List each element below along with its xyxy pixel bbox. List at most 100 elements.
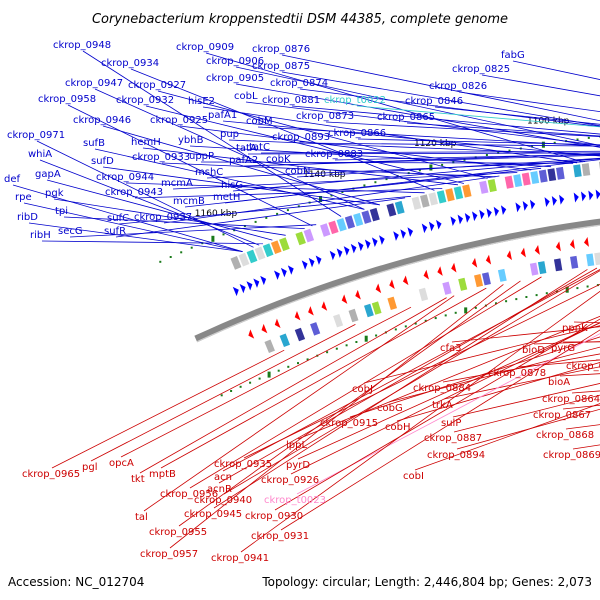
reverse-gene-arrow: [520, 247, 526, 258]
outer-tick-mark: [222, 233, 225, 236]
forward-leader-line: [163, 175, 500, 224]
inner-tick-mark: [495, 302, 497, 305]
reverse-gene-label: ckrop_t0023: [264, 495, 326, 506]
gc-block-reverse: [529, 262, 539, 276]
gc-block-forward: [361, 210, 372, 224]
forward-gene-arrow: [232, 286, 239, 297]
forward-gene-label: ckrop_0825: [452, 64, 510, 75]
forward-gene-label: ckrop_0925: [150, 115, 208, 126]
gc-block-reverse: [458, 277, 468, 291]
inner-tick-mark: [258, 377, 261, 380]
forward-gene-arrow: [479, 209, 485, 220]
forward-gene-arrow: [500, 205, 507, 216]
reverse-leader-line: [213, 269, 588, 509]
inner-tick-mark: [545, 292, 548, 295]
outer-tick-mark: [587, 136, 590, 139]
forward-leader-line: [228, 139, 600, 156]
forward-gene-arrow: [371, 237, 378, 247]
forward-gene-label: ckrop_0876: [252, 44, 310, 55]
forward-gene-label: ckrop_0893: [272, 132, 330, 143]
outer-tick-mark: [418, 169, 421, 172]
inner-tick-mark: [414, 322, 417, 325]
forward-gene-label: rpe: [15, 192, 32, 203]
forward-gene-label: cobM: [246, 116, 273, 127]
forward-leader-line: [334, 153, 600, 161]
reverse-leader-line: [452, 382, 600, 418]
outer-tick-mark: [541, 141, 545, 148]
forward-gene-label: ckrop_0933: [132, 152, 190, 163]
forward-gene-label: ckrop_0971: [7, 130, 65, 141]
reverse-gene-label: ckrop_0868: [536, 430, 594, 441]
reverse-gene-arrow: [375, 283, 382, 294]
reverse-gene-arrow: [389, 279, 395, 290]
gc-block-forward: [445, 188, 455, 202]
reverse-gene-label: ckrop_0869: [543, 450, 600, 461]
forward-gene-arrow: [357, 241, 364, 252]
forward-leader-line: [205, 52, 584, 163]
reverse-gene-label: lppL: [286, 440, 307, 451]
reverse-leader-line: [296, 333, 600, 495]
gc-block-reverse: [570, 255, 579, 269]
reverse-leader-line: [396, 362, 600, 422]
kbp-tick-label: 1160 kbp: [195, 209, 238, 219]
forward-gene-label: mcmA: [161, 178, 193, 189]
forward-leader-line: [458, 91, 600, 113]
forward-gene-label: ckrop_0944: [96, 172, 154, 183]
gc-block-forward: [262, 243, 274, 258]
forward-gene-label: ckrop_0937: [134, 212, 192, 223]
forward-leader-line: [69, 224, 317, 238]
forward-leader-line: [23, 202, 243, 252]
reverse-gene-arrow: [355, 289, 361, 300]
forward-gene-label: ckrop_0946: [73, 115, 131, 126]
forward-leader-line: [296, 157, 600, 178]
gc-block-forward: [270, 240, 282, 255]
inner-tick-mark: [345, 344, 348, 347]
gc-block-reverse: [497, 268, 507, 282]
reverse-gene-arrow: [451, 262, 457, 273]
reverse-gene-label: ckrop_0915: [320, 418, 378, 429]
forward-leader-line: [206, 161, 586, 179]
forward-gene-label: tatA: [236, 143, 257, 154]
kbp-tick-label: 1100 kbp: [527, 117, 570, 127]
reverse-leader-line: [243, 283, 600, 459]
forward-gene-arrow: [253, 278, 260, 288]
reverse-gene-arrow: [437, 266, 443, 276]
forward-gene-arrow: [486, 208, 492, 219]
reverse-gene-label: tal: [135, 512, 148, 523]
reverse-leader-line: [90, 324, 356, 462]
inner-tick-mark: [464, 307, 468, 314]
forward-gene-arrow: [287, 265, 294, 275]
inner-tick-mark: [277, 369, 280, 372]
outer-tick-mark: [463, 158, 466, 161]
forward-gene-arrow: [280, 267, 287, 278]
gc-block-forward: [436, 190, 447, 204]
backbone-arc: [194, 218, 600, 343]
forward-gene-arrow: [595, 189, 600, 200]
gc-block-reverse: [387, 296, 398, 311]
inner-tick-mark: [335, 347, 338, 350]
forward-gene-label: sufC: [107, 213, 129, 224]
map-title: Corynebacterium kroppenstedtii DSM 44385…: [92, 12, 508, 27]
inner-tick-mark: [364, 335, 368, 342]
reverse-gene-label: ckrop_0930: [245, 511, 303, 522]
reverse-leader-line: [349, 336, 600, 418]
gc-block-forward: [538, 169, 548, 183]
reverse-gene-labels: ppnK pyrG bioD ckrop_0860 bioA cfa3 ckrop_0864…: [22, 323, 600, 564]
reverse-leader-line: [178, 280, 521, 527]
reverse-gene-label: ckrop_0894: [427, 450, 485, 461]
reverse-leader-line: [240, 290, 600, 553]
forward-leader-line: [157, 90, 488, 179]
forward-leader-line: [247, 152, 600, 155]
outer-tick-mark: [254, 220, 257, 223]
outer-tick-mark: [374, 181, 377, 184]
forward-gene-label: ckrop_0958: [38, 94, 96, 105]
gc-block-reverse: [594, 252, 600, 266]
forward-gene-label: ckrop_0934: [101, 58, 159, 69]
forward-gene-arrow: [343, 246, 350, 256]
reverse-gene-label: opcA: [109, 458, 134, 469]
outer-tick-mark: [319, 196, 322, 202]
forward-gene-arrow: [573, 192, 579, 203]
forward-gene-label: whiA: [28, 149, 52, 160]
forward-gene-label: gapA: [35, 169, 61, 180]
gc-block-forward: [530, 171, 540, 185]
